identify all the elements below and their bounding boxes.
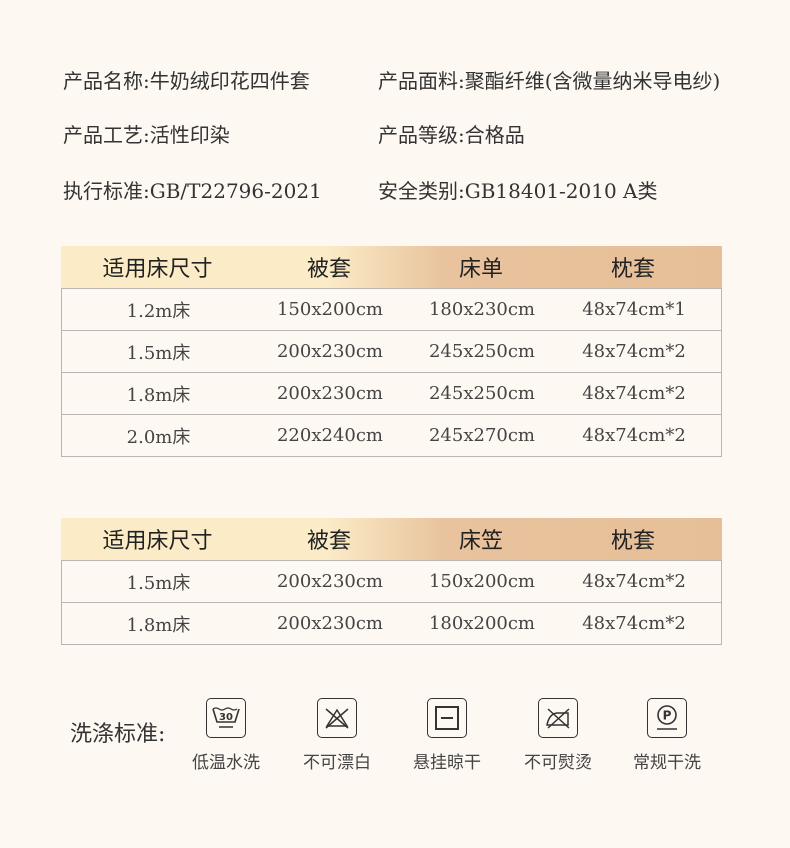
table-cell: 245x250cm [428,341,535,362]
table-row: 1.5m床 200x230cm 150x200cm 48x74cm*2 [62,561,721,603]
table-cell: 2.0m床 [126,426,191,448]
care-item: 不可漂白 [287,698,387,773]
table-row: 1.8m床 200x230cm 180x200cm 48x74cm*2 [62,603,721,644]
care-item: 30 低温水洗 [176,698,276,773]
column-header: 床笠 [458,529,503,554]
column-header: 被套 [306,529,351,554]
table-header: 适用床尺寸 被套 床笠 枕套 [61,518,722,561]
table-header: 适用床尺寸 被套 床单 枕套 [61,246,722,289]
care-item-label: 低温水洗 [192,753,260,773]
care-item-label: 悬挂晾干 [413,753,481,773]
table-cell: 245x270cm [428,425,535,446]
table-row: 1.8m床 200x230cm 245x250cm 48x74cm*2 [62,373,721,415]
table-cell: 1.5m床 [126,342,191,364]
wash-30-icon: 30 [206,698,246,738]
no-iron-icon [538,698,578,738]
table-cell: 150x200cm [428,571,535,592]
table-cell: 220x240cm [276,425,383,446]
dry-clean-p-icon: P [647,698,687,738]
column-header: 床单 [458,257,503,282]
info-standard: 执行标准:GB/T22796-2021 [63,179,322,203]
svg-text:P: P [663,709,672,723]
column-header: 被套 [306,257,351,282]
table-cell: 245x250cm [428,383,535,404]
table-cell: 48x74cm*2 [582,425,686,446]
svg-text:30: 30 [219,712,233,723]
column-header: 适用床尺寸 [102,257,213,282]
care-item: 悬挂晾干 [397,698,497,773]
table-cell: 1.8m床 [126,384,191,406]
table-cell: 48x74cm*1 [582,299,686,320]
care-item-label: 常规干洗 [633,753,701,773]
table-cell: 200x230cm [276,613,383,634]
table-cell: 200x230cm [276,571,383,592]
column-header: 适用床尺寸 [102,529,213,554]
care-label: 洗涤标准: [70,722,166,747]
care-item: 不可熨烫 [508,698,608,773]
table-row: 2.0m床 220x240cm 245x270cm 48x74cm*2 [62,415,721,456]
info-safety: 安全类别:GB18401-2010 A类 [378,179,658,203]
table-cell: 48x74cm*2 [582,571,686,592]
table-cell: 180x200cm [428,613,535,634]
column-header: 枕套 [610,529,655,554]
no-bleach-icon [317,698,357,738]
table-cell: 200x230cm [276,383,383,404]
table-cell: 48x74cm*2 [582,383,686,404]
table-cell: 1.5m床 [126,572,191,594]
info-grade: 产品等级:合格品 [378,123,525,147]
info-process: 产品工艺:活性印染 [63,123,230,147]
table-cell: 180x230cm [428,299,535,320]
table-row: 1.2m床 150x200cm 180x230cm 48x74cm*1 [62,289,721,331]
table-cell: 1.8m床 [126,614,191,636]
column-header: 枕套 [610,257,655,282]
care-item-label: 不可漂白 [303,753,371,773]
care-item-label: 不可熨烫 [524,753,592,773]
care-item: P 常规干洗 [617,698,717,773]
table-cell: 150x200cm [276,299,383,320]
table-cell: 48x74cm*2 [582,341,686,362]
table-cell: 200x230cm [276,341,383,362]
size-table-sheet: 适用床尺寸 被套 床单 枕套 1.2m床 150x200cm 180x230cm 48x74c… [61,246,722,457]
table-cell: 1.2m床 [126,300,191,322]
info-product-name: 产品名称:牛奶绒印花四件套 [63,69,310,93]
hang-dry-icon [427,698,467,738]
size-table-fitted: 适用床尺寸 被套 床笠 枕套 1.5m床 200x230cm 150x200cm 48x74c… [61,518,722,645]
table-row: 1.5m床 200x230cm 245x250cm 48x74cm*2 [62,331,721,373]
info-fabric: 产品面料:聚酯纤维(含微量纳米导电纱) [378,69,721,93]
table-cell: 48x74cm*2 [582,613,686,634]
